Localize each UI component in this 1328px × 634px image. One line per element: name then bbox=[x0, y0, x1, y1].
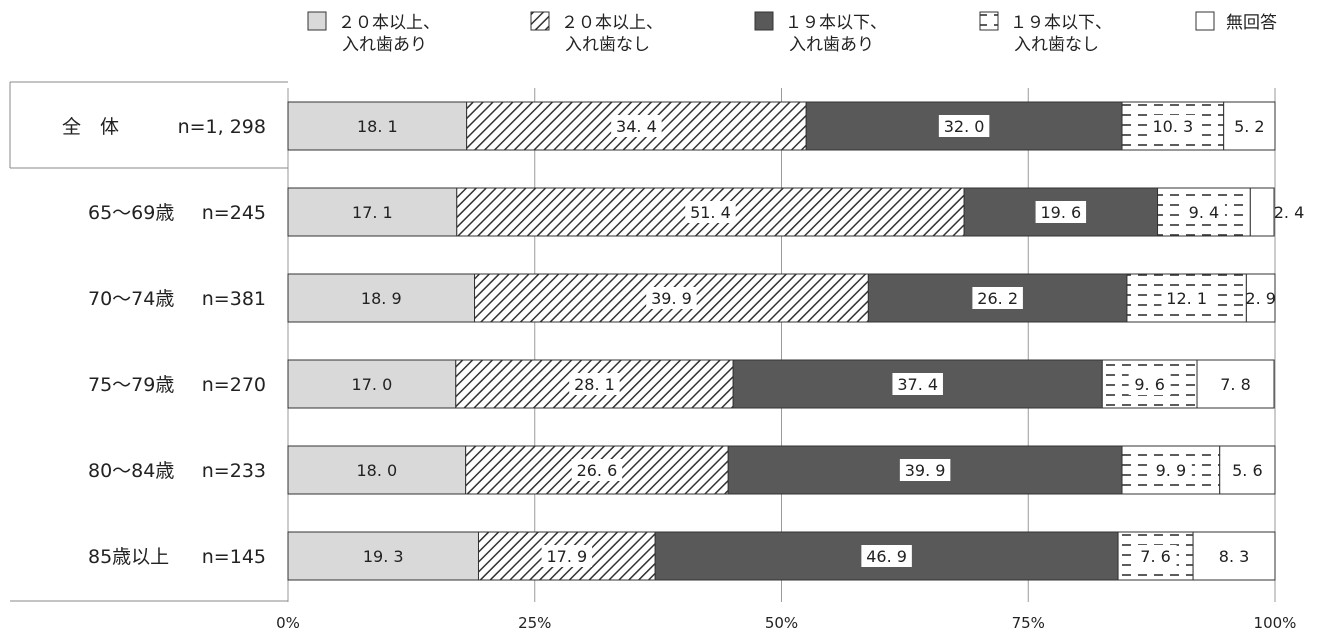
data-label-bg-0-1 bbox=[611, 115, 662, 137]
data-label-0-2: 32. 0 bbox=[944, 117, 985, 136]
bar-3-4 bbox=[1196, 359, 1275, 409]
data-label-4-0: 18. 0 bbox=[356, 461, 397, 480]
data-label-2-3: 12. 1 bbox=[1166, 289, 1207, 308]
data-label-5-3: 7. 6 bbox=[1140, 547, 1171, 566]
x-axis-ticks: 0% 25% 50% 75% 100% bbox=[276, 614, 1296, 632]
legend-label-3-0: １９本以下、 bbox=[1010, 13, 1112, 33]
x-tick-4: 100% bbox=[1254, 614, 1297, 632]
bar-5-4 bbox=[1192, 531, 1276, 581]
bar-5-0 bbox=[287, 531, 479, 581]
data-label-4-1: 26. 6 bbox=[577, 461, 618, 480]
bar-1-4 bbox=[1249, 187, 1275, 237]
data-label-4-2: 39. 9 bbox=[905, 461, 946, 480]
data-label-bg-2-3 bbox=[1161, 287, 1212, 309]
data-label-1-3: 9. 4 bbox=[1189, 203, 1220, 222]
data-label-0-0: 18. 1 bbox=[357, 117, 398, 136]
data-label-3-2: 37. 4 bbox=[897, 375, 938, 394]
data-label-bg-4-2 bbox=[899, 459, 951, 481]
data-label-2-2: 26. 2 bbox=[977, 289, 1018, 308]
legend-swatch-3 bbox=[979, 11, 999, 31]
data-label-4-3: 9. 9 bbox=[1156, 461, 1187, 480]
x-tick-2: 50% bbox=[765, 614, 798, 632]
category-name-1: 65～69歳 bbox=[88, 202, 174, 224]
category-name-3: 75～79歳 bbox=[88, 374, 174, 396]
bar-3-0 bbox=[287, 359, 457, 409]
data-label-bg-5-2 bbox=[861, 545, 912, 567]
data-label-2-4: 2. 9 bbox=[1245, 289, 1276, 308]
legend-swatch-1 bbox=[530, 11, 550, 31]
category-name-5: 85歳以上 bbox=[88, 546, 169, 568]
bar-4-4 bbox=[1219, 445, 1276, 495]
data-label-1-2: 19. 6 bbox=[1040, 203, 1081, 222]
bars: 18. 1 34. 4 32. 0 10. 3 5. 2 17. 1 51. 4 19. 6 9… bbox=[287, 101, 1305, 581]
gridlines bbox=[287, 88, 1276, 602]
data-label-5-0: 19. 3 bbox=[363, 547, 404, 566]
category-n-0: n=1, 298 bbox=[178, 116, 266, 138]
legend-label-4-0: 無回答 bbox=[1226, 13, 1277, 33]
legend-swatch-4 bbox=[1195, 11, 1215, 31]
data-label-bg-1-2 bbox=[1035, 201, 1087, 223]
data-label-bg-1-1 bbox=[685, 201, 736, 223]
category-name-4: 80～84歳 bbox=[88, 460, 174, 482]
category-n-4: n=233 bbox=[202, 460, 266, 482]
bar-0-4 bbox=[1223, 101, 1276, 151]
legend-label-0-1: 入れ歯あり bbox=[342, 35, 427, 55]
data-label-5-1: 17. 9 bbox=[546, 547, 587, 566]
category-n-5: n=145 bbox=[202, 546, 266, 568]
data-label-bg-0-3 bbox=[1147, 115, 1199, 137]
data-label-bg-2-1 bbox=[646, 287, 697, 309]
data-label-bg-4-1 bbox=[571, 459, 623, 481]
data-label-0-3: 10. 3 bbox=[1152, 117, 1193, 136]
data-label-5-4: 8. 3 bbox=[1219, 547, 1250, 566]
x-tick-3: 75% bbox=[1012, 614, 1045, 632]
data-label-3-0: 17. 0 bbox=[352, 375, 393, 394]
data-label-5-2: 46. 9 bbox=[866, 547, 907, 566]
data-label-1-1: 51. 4 bbox=[690, 203, 731, 222]
category-n-1: n=245 bbox=[202, 202, 266, 224]
bar-2-4 bbox=[1245, 273, 1276, 323]
data-label-4-4: 5. 6 bbox=[1232, 461, 1263, 480]
category-n-3: n=270 bbox=[202, 374, 266, 396]
data-label-bg-5-1 bbox=[541, 545, 593, 567]
data-label-bg-0-2 bbox=[938, 115, 990, 137]
legend-label-0-0: ２０本以上、 bbox=[338, 13, 440, 33]
data-label-1-4: 2. 4 bbox=[1274, 203, 1305, 222]
x-tick-1: 25% bbox=[518, 614, 551, 632]
category-name-2: 70～74歳 bbox=[88, 288, 174, 310]
legend-label-2-1: 入れ歯あり bbox=[789, 35, 874, 55]
data-label-0-4: 5. 2 bbox=[1234, 117, 1265, 136]
bar-2-0 bbox=[287, 273, 476, 323]
data-label-bg-2-2 bbox=[972, 287, 1023, 309]
legend-label-3-1: 入れ歯なし bbox=[1014, 35, 1099, 55]
data-label-2-1: 39. 9 bbox=[651, 289, 692, 308]
data-label-bg-4-3 bbox=[1149, 459, 1192, 481]
x-tick-0: 0% bbox=[276, 614, 300, 632]
data-label-bg-3-3 bbox=[1128, 373, 1171, 395]
data-label-2-0: 18. 9 bbox=[361, 289, 402, 308]
bar-1-0 bbox=[287, 187, 458, 237]
data-label-bg-3-2 bbox=[892, 373, 943, 395]
bar-4-0 bbox=[287, 445, 467, 495]
legend-swatch-2 bbox=[754, 11, 774, 31]
category-name-0: 全 体 bbox=[62, 116, 119, 138]
data-label-3-1: 28. 1 bbox=[574, 375, 615, 394]
legend-label-1-1: 入れ歯なし bbox=[565, 35, 650, 55]
category-n-2: n=381 bbox=[202, 288, 266, 310]
category-frame bbox=[9, 81, 288, 602]
category-labels: 全 体 n=1, 298 65～69歳 n=245 70～74歳 n=381 75～79歳 n… bbox=[62, 116, 266, 568]
data-label-bg-1-3 bbox=[1182, 201, 1225, 223]
legend: ２０本以上、入れ歯あり２０本以上、入れ歯なし１９本以下、入れ歯あり１９本以下、入… bbox=[307, 11, 1277, 55]
legend-label-2-0: １９本以下、 bbox=[785, 13, 887, 33]
data-label-3-3: 9. 6 bbox=[1134, 375, 1165, 394]
data-label-bg-3-1 bbox=[569, 373, 620, 395]
legend-label-1-0: ２０本以上、 bbox=[561, 13, 663, 33]
data-label-1-0: 17. 1 bbox=[352, 203, 393, 222]
legend-swatch-0 bbox=[307, 11, 327, 31]
data-label-0-1: 34. 4 bbox=[616, 117, 657, 136]
data-label-bg-5-3 bbox=[1134, 545, 1177, 567]
data-label-3-4: 7. 8 bbox=[1220, 375, 1251, 394]
